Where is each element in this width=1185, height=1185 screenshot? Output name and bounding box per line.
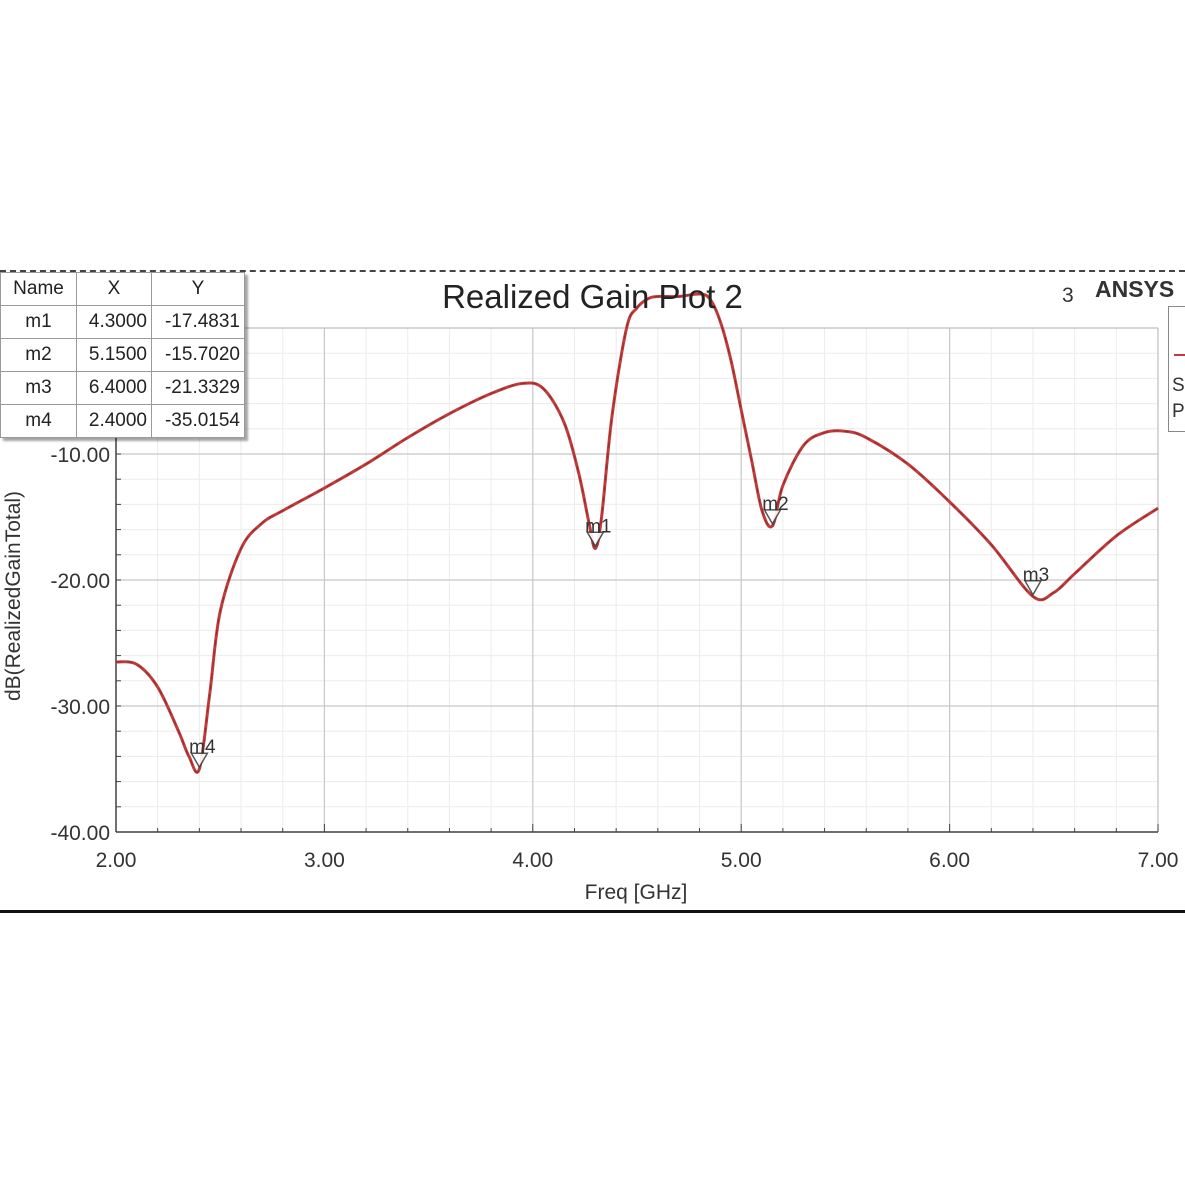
marker-row: m2 5.1500 -15.7020: [0, 338, 245, 372]
x-tick-label: 3.00: [304, 849, 345, 872]
marker-triangle-icon: [190, 752, 209, 769]
header-x: X: [76, 272, 152, 306]
marker-y: -21.3329: [151, 371, 245, 405]
y-tick-label: -10.00: [50, 444, 110, 467]
marker-name: m4: [0, 404, 77, 438]
marker-x: 6.4000: [76, 371, 152, 405]
marker-label: m4: [189, 737, 216, 758]
marker-name: m2: [0, 338, 77, 372]
x-tick-label: 7.00: [1138, 849, 1179, 872]
marker-triangle-icon: [1023, 580, 1043, 597]
plot-title: Realized Gain Plot 2: [442, 278, 743, 315]
marker-x: 5.1500: [76, 338, 152, 372]
x-tick-label: 4.00: [512, 849, 553, 872]
y-tick-label: -30.00: [50, 696, 110, 719]
marker-name: m1: [0, 305, 77, 339]
legend-text-fragment: S: [1172, 375, 1185, 396]
marker-table-header: Name X Y: [0, 272, 245, 306]
marker-layer: m1 m2 m3 m4: [189, 494, 1049, 769]
legend-text-fragment: P: [1172, 401, 1185, 422]
header-y: Y: [151, 272, 245, 306]
marker-y: -15.7020: [151, 338, 245, 372]
y-tick-label: -20.00: [50, 570, 110, 593]
gain-series-dash-overlay: [115, 293, 1159, 773]
legend-box[interactable]: [1168, 306, 1185, 432]
marker-label: m1: [585, 516, 611, 537]
brand-logo-text: ANSYS: [1095, 276, 1175, 302]
marker-x: 2.4000: [76, 404, 152, 438]
series-layer: [115, 292, 1159, 774]
marker-label: m3: [1023, 565, 1049, 586]
header-name: Name: [0, 272, 77, 306]
legend-line-swatch: [1174, 354, 1185, 356]
marker-row: m1 4.3000 -17.4831: [0, 305, 245, 339]
marker-y: -17.4831: [151, 305, 245, 339]
marker-y: -35.0154: [151, 404, 245, 438]
marker-x: 4.3000: [76, 305, 152, 339]
marker-row: m3 6.4000 -21.3329: [0, 371, 245, 405]
y-tick-label: -40.00: [50, 822, 110, 845]
plot-number: 3: [1062, 284, 1074, 307]
marker-triangle-icon: [763, 509, 782, 526]
marker-label: m2: [762, 494, 788, 515]
y-axis-label: dB(RealizedGainTotal): [2, 491, 25, 701]
tick-labels: 2.00 3.00 4.00 5.00 6.00 7.00 -10.00 -20.00 -30.…: [50, 444, 1178, 872]
marker-name: m3: [0, 371, 77, 405]
bottom-divider: [0, 910, 1185, 913]
x-tick-label: 6.00: [929, 849, 970, 872]
marker-table[interactable]: Name X Y m1 4.3000 -17.4831 m2 5.1500 -1…: [0, 272, 245, 438]
top-divider: [0, 270, 1185, 272]
marker-triangle-icon: [586, 531, 605, 548]
gain-series-line: [115, 292, 1159, 774]
x-tick-label: 5.00: [721, 849, 762, 872]
x-axis-label: Freq [GHz]: [585, 881, 688, 904]
marker-row: m4 2.4000 -35.0154: [0, 404, 245, 438]
x-tick-label: 2.00: [96, 849, 137, 872]
